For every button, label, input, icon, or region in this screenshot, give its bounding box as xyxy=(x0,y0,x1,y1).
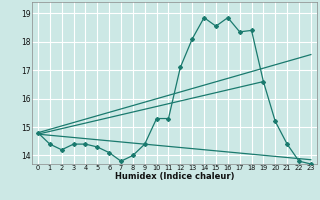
X-axis label: Humidex (Indice chaleur): Humidex (Indice chaleur) xyxy=(115,172,234,181)
